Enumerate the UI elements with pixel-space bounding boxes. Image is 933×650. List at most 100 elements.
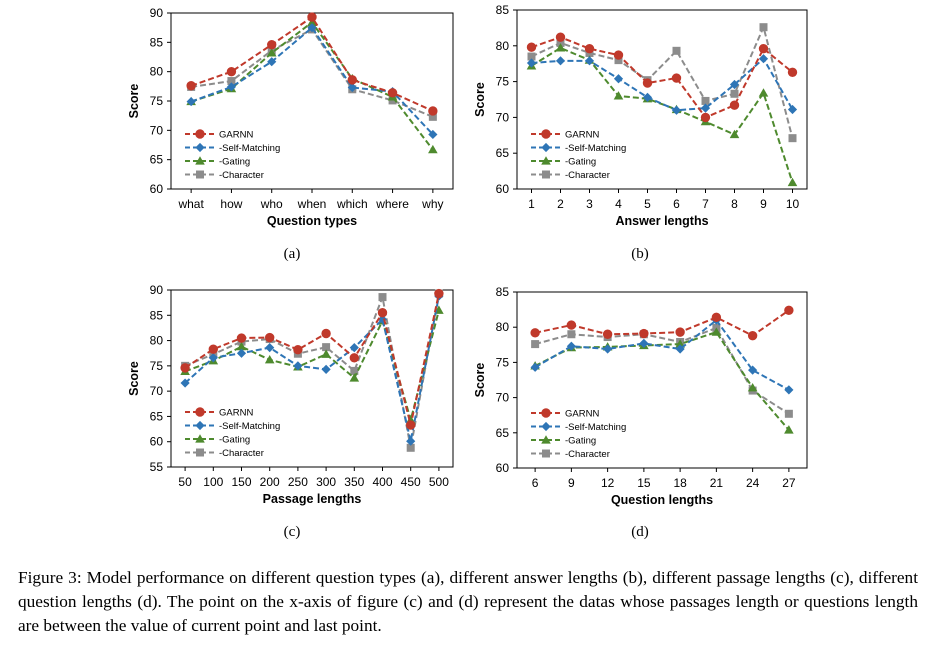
plot-frame [170,289,454,468]
data-point [584,56,595,66]
x-tick-label: 6 [673,197,680,211]
legend-label: GARNN [219,408,253,419]
data-point [428,106,438,116]
legend-label: -Gating [219,435,250,446]
y-tick-label: 60 [496,182,510,196]
x-tick-label: 8 [731,197,738,211]
y-tick-label: 75 [496,75,510,89]
x-tick-label: 4 [615,197,622,211]
data-point [671,73,682,83]
y-tick-label: 60 [496,461,510,475]
y-tick-label: 65 [496,146,510,160]
legend-marker [196,170,204,179]
x-tick-label: 21 [710,476,724,490]
data-point [613,91,624,100]
legend-label: -Character [565,170,610,181]
data-point [555,32,566,42]
data-point [787,177,798,187]
legend-marker [542,170,550,179]
data-point [747,330,758,341]
data-point [758,54,769,64]
x-tick-label: 10 [786,197,800,211]
series-garnn [186,12,438,116]
subfigure-label: (d) [631,524,649,540]
x-tick-label: 350 [344,475,364,489]
legend-label: -Character [565,449,610,460]
legend-marker [541,142,551,153]
data-point [293,361,303,371]
data-point [584,43,595,54]
y-tick-label: 85 [150,35,164,49]
data-point [406,420,416,430]
data-point [226,66,237,77]
data-point [639,328,649,339]
subfigure-label: (a) [284,246,301,262]
data-point [700,103,711,113]
data-point [208,344,219,354]
x-tick-label: which [336,197,368,211]
data-point [711,327,722,336]
data-point [349,373,360,382]
data-point [672,46,681,55]
y-tick-label: 65 [496,426,510,440]
plot-frame [516,291,808,469]
data-point [267,39,277,50]
data-point [265,343,275,353]
data-point [671,105,682,115]
legend-label: GARNN [565,409,599,420]
data-point [321,349,331,358]
data-point [526,42,537,52]
legend-marker [541,421,551,432]
data-point [675,327,685,337]
data-point [758,88,769,97]
x-tick-label: when [297,197,327,211]
legend-marker [195,407,205,417]
x-tick-label: 3 [586,197,593,211]
x-tick-label: 24 [746,476,760,490]
legend-marker [195,156,205,165]
data-point [264,354,275,364]
legend: GARNN -Self-Matching -Gating -Character [531,129,626,181]
data-point [349,353,359,363]
legend-label: GARNN [565,130,599,141]
x-tick-label: 7 [702,197,709,211]
series-self-matching [186,23,438,140]
y-tick-label: 80 [496,320,510,334]
y-tick-label: 80 [150,334,164,348]
series-line [534,309,790,337]
x-tick-label: what [177,197,204,211]
data-point [556,38,565,47]
y-tick-label: 75 [150,94,164,108]
data-point [236,341,247,351]
legend-label: -Gating [565,436,596,447]
data-point [711,312,722,323]
x-tick-label: 450 [401,475,421,489]
series-line [184,293,440,426]
x-axis-title: Answer lengths [615,214,708,228]
data-point [566,341,576,351]
data-point [675,339,685,348]
series-line [531,24,794,139]
series-garnn [180,288,444,430]
data-point [434,288,444,299]
y-tick-label: 85 [496,3,510,17]
series-garnn [530,305,794,341]
series-line [184,295,440,442]
data-point [406,436,416,446]
y-tick-label: 65 [150,409,164,423]
x-tick-label: 300 [316,475,336,489]
x-tick-label: 400 [372,475,392,489]
legend-label: -Self-Matching [219,421,280,432]
legend-label: -Character [219,448,264,459]
data-point [265,332,275,343]
legend-label: -Self-Matching [219,143,280,154]
x-tick-label: 2 [557,197,564,211]
x-tick-label: 6 [532,476,539,490]
y-tick-label: 70 [496,110,510,124]
data-point [730,89,739,98]
chart-b: 60 65 70 75 80 85 1 2 3 4 5 6 7 8 9 10 Answer lengths Sco… [473,3,808,262]
x-tick-label: 150 [231,475,251,489]
data-point [307,12,317,22]
data-point [701,96,710,105]
